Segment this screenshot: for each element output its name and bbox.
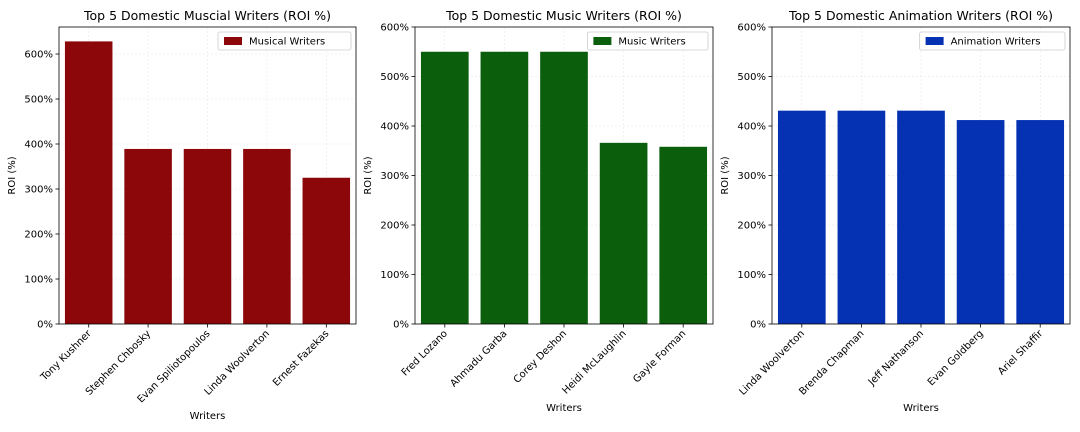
bar [480,51,529,324]
y-tick-label: 600% [380,23,409,34]
legend-swatch [593,37,612,45]
x-tick-label: Ahmadu Garba [448,328,509,389]
y-tick-label: 500% [380,72,409,83]
y-tick-label: 300% [737,171,766,182]
x-tick-label: Ariel Shaffir [996,328,1046,378]
y-tick-label: 200% [380,221,409,232]
x-tick-label: Stephen Chbosky [84,328,153,397]
y-axis-label: ROI (%) [720,156,731,194]
y-tick-label: 600% [24,50,53,61]
y-tick-label: 300% [24,185,53,196]
bar [1016,120,1065,324]
y-tick-label: 200% [737,221,766,232]
x-axis-label: Writers [190,411,226,422]
bar [420,51,469,324]
chart-title: Top 5 Domestic Muscial Writers (ROI %) [83,8,331,23]
bar [243,148,291,324]
x-axis-label: Writers [546,403,582,414]
bar [777,110,826,324]
y-tick-label: 100% [737,270,766,281]
y-tick-label: 400% [24,140,53,151]
bar [837,110,886,324]
x-axis-label: Writers [903,403,939,414]
bar [897,110,945,324]
legend: Animation Writers [919,31,1066,51]
chart-title: Top 5 Domestic Music Writers (ROI %) [445,8,682,23]
y-tick-label: 100% [380,270,409,281]
y-tick-label: 400% [737,122,766,133]
x-tick-label: Jeff Nathanson [866,328,926,388]
x-tick-label: Corey Deshon [512,328,569,385]
legend-label: Animation Writers [951,37,1041,48]
bar [64,41,113,325]
y-tick-label: 0% [37,320,53,331]
y-tick-label: 500% [737,72,766,83]
legend-swatch [925,37,944,45]
y-tick-label: 100% [24,275,53,286]
bar [540,51,588,324]
legend-box [217,31,352,51]
y-axis-label: ROI (%) [363,156,374,194]
animation-chart: 0% 100% 200% 300% 400% 500% 600% Linda Woolvert… [720,8,1071,414]
x-tick-label: Fred Lozano [400,328,450,378]
bar [599,142,648,324]
bar [124,148,172,324]
legend: Musical Writers [217,31,352,51]
y-axis-label: ROI (%) [7,156,18,194]
y-tick-label: 600% [737,23,766,34]
x-tick-label: Linda Woolverton [203,328,272,397]
legend: Music Writers [587,31,709,51]
x-tick-label: Brenda Chapman [797,328,866,397]
x-tick-label: Tony Kushner [38,328,94,384]
legend-box [919,31,1066,51]
y-tick-label: 0% [393,320,409,331]
bar [302,177,351,324]
x-tick-label: Gayle Forman [631,328,688,385]
bar [183,148,232,324]
bar [659,146,708,324]
x-tick-label: Heidi McLaughlin [560,328,628,396]
x-tick-label: Evan Goldberg [926,328,986,388]
y-tick-label: 400% [380,122,409,133]
y-tick-label: 300% [380,171,409,182]
music-chart: 0% 100% 200% 300% 400% 500% 600% Fred LozanoAhm… [363,8,714,414]
chart-title: Top 5 Domestic Animation Writers (ROI %) [788,8,1053,23]
y-tick-label: 500% [24,95,53,106]
x-tick-label: Linda Woolverton [737,328,806,397]
legend-label: Musical Writers [249,37,325,48]
legend-box [587,31,709,51]
legend-label: Music Writers [618,37,685,48]
legend-swatch [224,37,242,45]
y-tick-label: 200% [24,230,53,241]
musical-chart: 0% 100% 200% 300% 400% 500% 600% Tony KushnerSt… [7,8,357,422]
x-tick-label: Ernest Fazekas [271,328,331,388]
y-tick-label: 0% [750,320,766,331]
bar [956,120,1005,324]
